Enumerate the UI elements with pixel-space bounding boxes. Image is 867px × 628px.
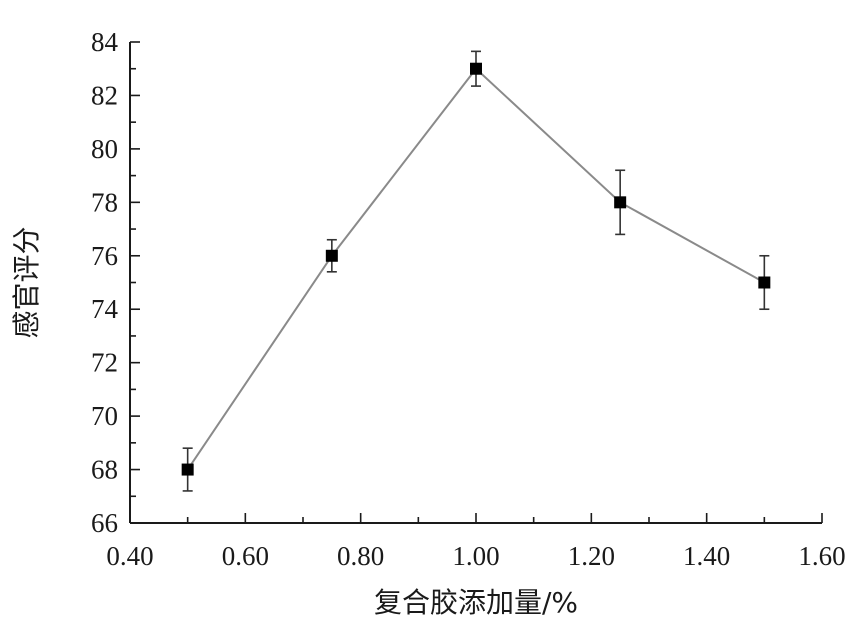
x-tick-label: 1.60 <box>798 541 845 571</box>
x-ticks: 0.40 0.60 0.80 1.00 1.20 1.40 1.60 <box>106 513 846 571</box>
x-tick-label: 0.60 <box>222 541 269 571</box>
data-point <box>614 196 627 209</box>
y-ticks: 66 68 70 72 74 76 78 80 82 84 <box>91 27 140 538</box>
y-tick-label: 68 <box>91 455 118 485</box>
data-point <box>758 276 771 289</box>
series-layer <box>181 50 771 492</box>
x-tick-label: 0.40 <box>106 541 153 571</box>
y-axis-title: 感官评分 <box>10 226 43 338</box>
data-point <box>470 62 482 75</box>
axes <box>129 42 822 524</box>
y-tick-label: 74 <box>91 294 119 324</box>
data-point <box>181 463 194 476</box>
x-tick-label: 1.00 <box>452 541 499 571</box>
x-tick-label: 1.40 <box>683 541 730 571</box>
x-axis-title: 复合胶添加量/% <box>374 586 578 619</box>
y-tick-label: 70 <box>91 401 118 431</box>
y-tick-label: 78 <box>91 187 118 217</box>
y-tick-label: 72 <box>91 348 118 378</box>
y-tick-label: 82 <box>91 80 118 110</box>
y-tick-label: 84 <box>91 27 119 57</box>
y-tick-label: 66 <box>91 508 118 538</box>
x-tick-label: 0.80 <box>337 541 384 571</box>
data-point <box>325 249 338 262</box>
x-tick-label: 1.20 <box>568 541 615 571</box>
y-tick-label: 80 <box>91 134 118 164</box>
y-tick-label: 76 <box>91 241 118 271</box>
series-line <box>186 67 765 471</box>
